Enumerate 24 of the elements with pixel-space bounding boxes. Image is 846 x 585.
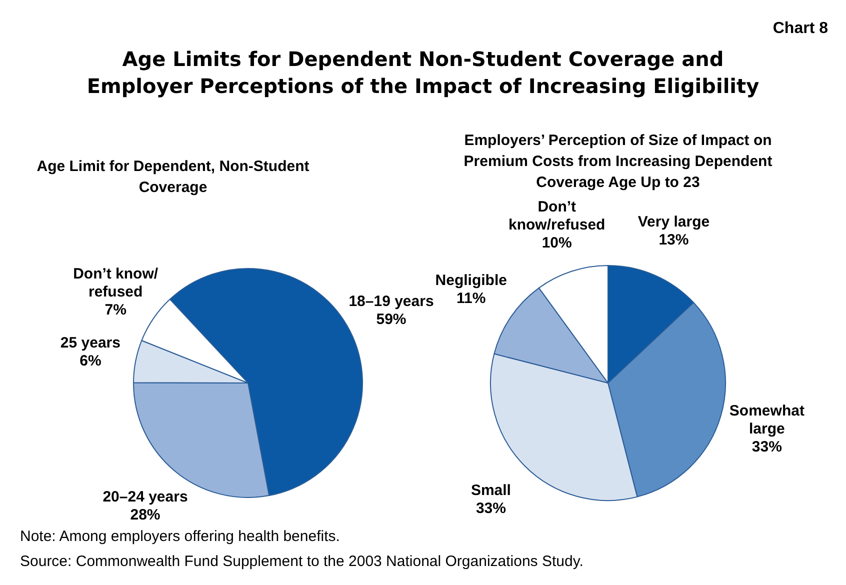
data-label: 33%	[476, 500, 506, 518]
slice-label: 18–19 years	[348, 292, 434, 310]
slice-label: Don’t know/ refused	[73, 265, 159, 300]
slice-label: Negligible	[435, 272, 507, 290]
slice-label: Very large	[638, 213, 710, 230]
data-label: 10%	[542, 234, 572, 252]
data-label: 33%	[752, 438, 782, 456]
data-label: 59%	[376, 310, 406, 328]
data-label: 13%	[658, 231, 689, 248]
caption: Chart 8	[772, 20, 828, 38]
data-label: 28%	[130, 506, 160, 524]
slice-label: 20–24 years	[102, 488, 188, 506]
source-note: Source: Commonwealth Fund Supplement to the 2003 National Organizations Study.	[20, 553, 584, 570]
text: Note: Among employers offering health benefits.	[20, 528, 340, 545]
slice-label: 25 years	[60, 334, 120, 352]
chart-subtitle: Age Limit for Dependent, Non-Student Coverage	[36, 157, 310, 198]
slice-label: Don’t know/refused	[508, 198, 606, 234]
chart-title: Employers’ Perception of Size of Impact on Premium Costs from Increasing Dependent Coverage Age Up to 23	[462, 131, 774, 193]
data-label: 7%	[104, 301, 126, 318]
slice-label: Small	[470, 482, 511, 500]
chart-title: Age Limits for Dependent Non-Student Coverage and Employer Perceptions of the Impact of Increasing Eligibility	[86, 46, 760, 100]
data-label: 6%	[80, 352, 102, 370]
slice-label: Somewhat large	[729, 402, 804, 438]
data-label: 11%	[456, 290, 486, 308]
